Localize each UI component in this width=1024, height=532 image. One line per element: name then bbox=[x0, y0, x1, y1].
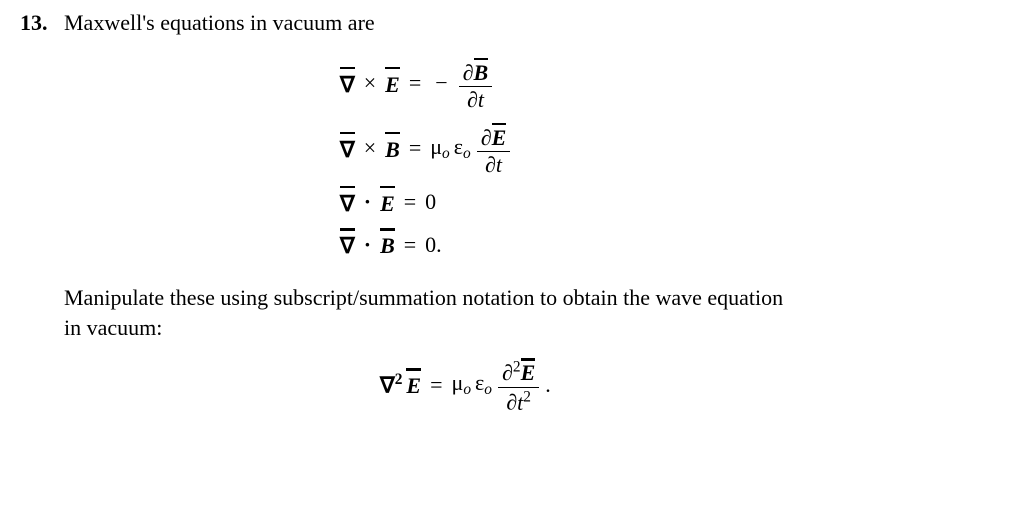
problem-body: Maxwell's equations in vacuum are bbox=[64, 8, 1004, 38]
eq-curl-E: ∇ × E = − ∂B ∂t bbox=[340, 56, 494, 111]
eq-curl-B: ∇ × B = μoεo ∂E ∂t bbox=[340, 121, 512, 176]
fraction-dEdt: ∂E ∂t bbox=[477, 123, 511, 178]
equals-sign: = bbox=[399, 230, 421, 260]
vector-E: E bbox=[385, 67, 400, 100]
time-var: t bbox=[496, 152, 502, 177]
mu0: μo bbox=[430, 132, 450, 165]
problem-number: 13. bbox=[20, 8, 64, 38]
vector-E: E bbox=[380, 186, 395, 219]
dot-icon: · bbox=[359, 187, 376, 217]
nabla-squared: ∇2 bbox=[380, 370, 402, 400]
intro-text: Maxwell's equations in vacuum are bbox=[64, 10, 375, 35]
fraction-d2Edt2: ∂2E ∂t2 bbox=[498, 358, 539, 414]
vector-B: B bbox=[474, 58, 489, 85]
wave-equation: ∇2E = μoεo ∂2E ∂t2 . bbox=[380, 356, 551, 412]
maxwell-equations: ∇ × E = − ∂B ∂t ∇ × B = μoεo bbox=[20, 56, 1004, 261]
eq-div-B: ∇ · B = 0. bbox=[340, 228, 442, 261]
followup-paragraph: Manipulate these using subscript/summati… bbox=[20, 283, 1004, 342]
time-var: t bbox=[478, 87, 484, 112]
vector-E: E bbox=[521, 358, 536, 385]
nabla-icon: ∇ bbox=[340, 132, 355, 165]
vector-B: B bbox=[380, 228, 395, 261]
mu0: μo bbox=[452, 368, 472, 401]
eps0: εo bbox=[454, 132, 471, 165]
cross-icon: × bbox=[359, 68, 381, 98]
time-var-squared: t2 bbox=[517, 390, 531, 415]
nabla-icon: ∇ bbox=[340, 228, 355, 261]
eq-div-E: ∇ · E = 0 bbox=[340, 186, 436, 219]
followup-line-2: in vacuum: bbox=[64, 315, 162, 340]
partial-icon: ∂ bbox=[463, 60, 474, 85]
problem-row: 13. Maxwell's equations in vacuum are bbox=[20, 8, 1004, 38]
partial-icon: ∂ bbox=[485, 152, 496, 177]
zero: 0 bbox=[425, 187, 436, 217]
fraction-dBdt: ∂B ∂t bbox=[459, 58, 493, 113]
eps0: εo bbox=[475, 368, 492, 401]
nabla-icon: ∇ bbox=[340, 67, 355, 100]
minus-sign: − bbox=[430, 68, 452, 98]
zero-period: 0. bbox=[425, 230, 442, 260]
dot-icon: · bbox=[359, 230, 376, 260]
vector-E: E bbox=[492, 123, 507, 150]
followup-line-1: Manipulate these using subscript/summati… bbox=[64, 285, 783, 310]
final-period: . bbox=[545, 370, 551, 400]
wave-equation-block: ∇2E = μoεo ∂2E ∂t2 . bbox=[20, 356, 1004, 412]
equals-sign: = bbox=[404, 133, 426, 163]
nabla-icon: ∇ bbox=[340, 186, 355, 219]
cross-icon: × bbox=[359, 133, 381, 163]
partial-icon: ∂ bbox=[481, 125, 492, 150]
partial-squared: ∂2 bbox=[502, 360, 521, 385]
equals-sign: = bbox=[425, 370, 447, 400]
partial-icon: ∂ bbox=[467, 87, 478, 112]
partial-icon: ∂ bbox=[506, 390, 517, 415]
equals-sign: = bbox=[404, 68, 426, 98]
vector-B: B bbox=[385, 132, 400, 165]
vector-E: E bbox=[406, 368, 421, 401]
equals-sign: = bbox=[399, 187, 421, 217]
page: 13. Maxwell's equations in vacuum are ∇ … bbox=[0, 0, 1024, 421]
fraction-bar bbox=[498, 387, 539, 389]
